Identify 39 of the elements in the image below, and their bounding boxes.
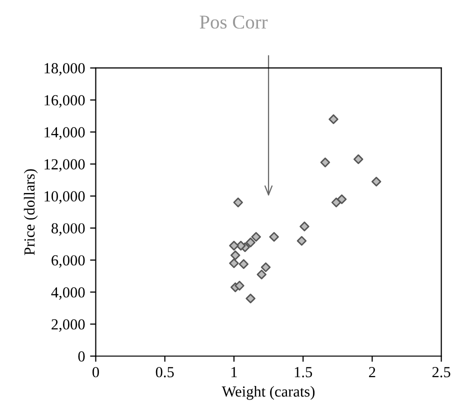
point bbox=[233, 198, 243, 208]
point bbox=[229, 240, 239, 251]
point bbox=[251, 232, 261, 242]
point bbox=[256, 270, 266, 280]
text: Pos Corr bbox=[200, 16, 268, 29]
y-tick-label: 10,000 bbox=[44, 191, 85, 204]
point bbox=[328, 114, 338, 124]
point bbox=[269, 232, 279, 242]
x-axis-title: Weight (carats) bbox=[222, 386, 315, 400]
x-tick-label: 0.5 bbox=[156, 366, 174, 378]
x-tick-label: 1 bbox=[231, 367, 237, 378]
x-tick-label: 2.5 bbox=[432, 367, 450, 378]
point bbox=[230, 250, 240, 260]
x-tick-label: 1.5 bbox=[294, 367, 312, 378]
point bbox=[236, 240, 246, 251]
x-tick-label: 0 bbox=[92, 366, 99, 378]
y-tick-label: 8,000 bbox=[52, 223, 85, 236]
y-tick-label: 18,000 bbox=[44, 63, 85, 76]
point bbox=[229, 258, 239, 268]
y-tick-label: 4,000 bbox=[51, 287, 85, 300]
x-tick-label: 2 bbox=[369, 367, 376, 378]
y-axis-title: Price (dollars) bbox=[24, 169, 38, 256]
y-tick-label: 0 bbox=[78, 351, 85, 362]
y-tick-label: 6,000 bbox=[52, 255, 85, 268]
point bbox=[300, 222, 310, 232]
y-tick-label: 14,000 bbox=[44, 127, 85, 140]
y-tick-label: 2,000 bbox=[52, 319, 85, 332]
point bbox=[354, 154, 364, 164]
point bbox=[246, 238, 256, 248]
point bbox=[296, 236, 307, 246]
point bbox=[336, 194, 347, 204]
point bbox=[238, 259, 249, 269]
point bbox=[260, 262, 271, 272]
point bbox=[371, 176, 382, 186]
point bbox=[234, 280, 244, 291]
y-tick-label: 16,000 bbox=[44, 95, 85, 108]
point bbox=[320, 158, 330, 168]
point bbox=[246, 294, 256, 304]
y-tick-label: 12,000 bbox=[44, 159, 85, 172]
